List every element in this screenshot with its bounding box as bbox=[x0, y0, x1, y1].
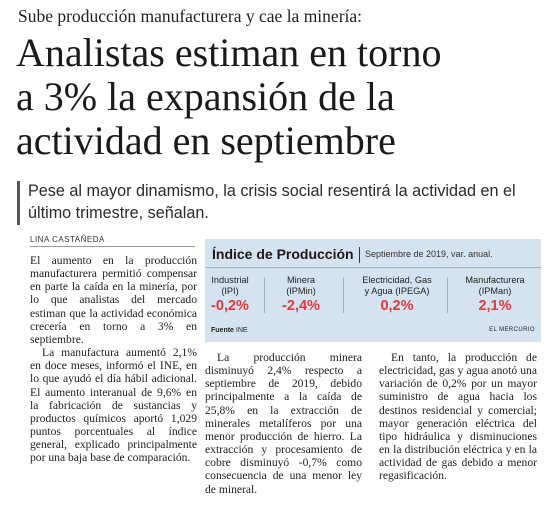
metric-label: Industrial bbox=[211, 275, 249, 285]
panel-title: Índice de Producción bbox=[212, 246, 354, 262]
metric-label: (IPI) bbox=[221, 285, 239, 296]
metric-divider bbox=[343, 277, 344, 313]
headline-line-2: a 3% la expansión de la bbox=[16, 74, 395, 119]
headline-line-3: actividad en septiembre bbox=[16, 118, 396, 163]
metric-label: (IPMan) bbox=[478, 285, 512, 296]
panel-title-separator bbox=[359, 247, 360, 263]
paragraph: La manufactura aumentó 2,1% en doce mese… bbox=[30, 346, 197, 465]
source-label: Fuente bbox=[211, 327, 234, 334]
headline-line-1: Analistas estiman en torno bbox=[16, 30, 442, 75]
metric-label: y Agua (IPEGA) bbox=[364, 285, 430, 296]
metric-value: -0,2% bbox=[211, 298, 249, 314]
paragraph: En tanto, la producción de electricidad,… bbox=[379, 351, 537, 483]
metric-electricidad: Electricidad, Gas y Agua (IPEGA) 0,2% bbox=[351, 275, 443, 314]
metric-industrial: Industrial (IPI) -0,2% bbox=[205, 275, 255, 314]
metric-label: Electricidad, Gas bbox=[362, 275, 432, 285]
panel-subtitle: Septiembre de 2019, var. anual. bbox=[365, 249, 493, 259]
panel-source: Fuente INE bbox=[211, 327, 248, 334]
metric-label: (IPMin) bbox=[286, 285, 316, 296]
deck: Pese al mayor dinamismo, la crisis socia… bbox=[28, 182, 516, 222]
kicker: Sube producción manufacturera y cae la m… bbox=[18, 6, 363, 26]
paragraph: El aumento en la producción manufacturer… bbox=[30, 254, 197, 346]
paragraph: La producción minera disminuyó 2,4% resp… bbox=[205, 351, 362, 496]
metric-value: 0,2% bbox=[380, 298, 414, 314]
byline: LINA CASTAÑEDA bbox=[30, 235, 105, 244]
body-column-3: En tanto, la producción de electricidad,… bbox=[379, 351, 537, 483]
metric-divider bbox=[264, 277, 265, 313]
source-value: INE bbox=[235, 327, 248, 334]
metric-value: 2,1% bbox=[478, 298, 512, 314]
production-index-panel: Índice de Producción Septiembre de 2019,… bbox=[205, 239, 541, 342]
byline-rule bbox=[30, 246, 195, 247]
body-column-1: El aumento en la producción manufacturer… bbox=[30, 254, 197, 465]
metric-minera: Minera (IPMin) -2,4% bbox=[273, 275, 329, 314]
metric-label: Manufacturera bbox=[465, 275, 525, 285]
panel-credit: EL MERCURIO bbox=[489, 327, 535, 333]
metric-manufacturera: Manufacturera (IPMan) 2,1% bbox=[451, 275, 539, 314]
metric-value: -2,4% bbox=[282, 298, 320, 314]
deck-bar bbox=[17, 181, 20, 225]
metric-label: Minera bbox=[286, 275, 316, 285]
body-column-2: La producción minera disminuyó 2,4% resp… bbox=[205, 351, 362, 496]
panel-rule bbox=[205, 267, 541, 268]
metric-divider bbox=[447, 277, 448, 313]
headline: Analistas estiman en torno a 3% la expan… bbox=[16, 31, 546, 163]
